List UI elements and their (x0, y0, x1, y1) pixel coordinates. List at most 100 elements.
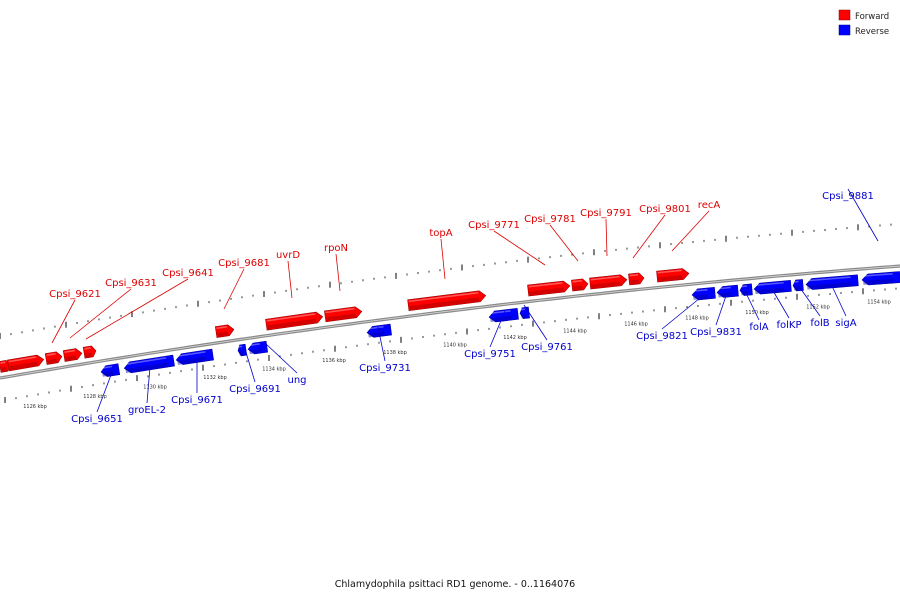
gene-arrow-body[interactable] (589, 274, 628, 290)
gene-arrow-body[interactable] (100, 363, 121, 378)
kbp-scale-label: 1144 kbp (563, 328, 587, 334)
gene-label[interactable]: Cpsi_9731 (359, 363, 411, 374)
gene-arrow-body[interactable] (62, 348, 83, 362)
reverse-gene-arrow[interactable] (691, 286, 716, 301)
gene-arrow-body[interactable] (527, 280, 571, 297)
gene-arrow-body[interactable] (628, 272, 645, 286)
gene-arrow-shade (267, 318, 317, 330)
gene-arrow-body[interactable] (739, 283, 753, 296)
forward-gene-arrow[interactable] (656, 268, 690, 283)
reverse-gene-arrow[interactable] (716, 284, 739, 298)
gene-label[interactable]: sigA (835, 318, 856, 329)
gene-label[interactable]: Cpsi_9771 (468, 220, 520, 231)
gene-label[interactable]: folB (810, 318, 829, 329)
gene-arrow-body[interactable] (716, 284, 739, 298)
gene-label[interactable]: folKP (776, 320, 801, 331)
gene-label[interactable]: groEL-2 (128, 405, 166, 416)
gene-label[interactable]: Cpsi_9791 (580, 208, 632, 219)
reverse-gene-arrow[interactable] (519, 306, 530, 319)
gene-label[interactable]: Cpsi_9681 (218, 258, 270, 269)
gene-arrow-body[interactable] (366, 323, 392, 338)
gene-leader-line (671, 210, 710, 252)
gene-leader-line (335, 253, 341, 292)
gene-arrow-gloss (84, 347, 91, 350)
gene-arrow-shade (693, 294, 709, 300)
gene-label[interactable]: Cpsi_9821 (636, 331, 688, 342)
forward-gene-arrow[interactable] (265, 311, 324, 331)
gene-arrow-body[interactable] (214, 324, 235, 338)
reverse-gene-arrow[interactable] (861, 271, 900, 286)
genome-backbone (0, 264, 900, 380)
gene-label[interactable]: Cpsi_9651 (71, 414, 123, 425)
gene-leader-line (96, 374, 112, 413)
gene-label[interactable]: Cpsi_9781 (524, 214, 576, 225)
gene-label[interactable]: uvrD (276, 250, 300, 261)
gene-arrow-body[interactable] (247, 340, 269, 355)
gene-arrow-shade (573, 285, 583, 291)
gene-arrow-body[interactable] (571, 278, 589, 292)
reverse-gene-arrow[interactable] (237, 343, 248, 357)
gene-label[interactable]: folA (749, 322, 768, 333)
reverse-gene-arrow[interactable] (366, 323, 392, 338)
gene-label[interactable]: Cpsi_9801 (639, 204, 691, 215)
gene-label[interactable]: topA (429, 228, 452, 239)
gene-label[interactable]: Cpsi_9631 (105, 278, 157, 289)
gene-arrow-gloss (754, 281, 784, 287)
gene-arrow-body[interactable] (691, 286, 716, 301)
gene-label[interactable]: recA (698, 200, 721, 211)
kbp-scale-label: 1142 kbp (503, 335, 527, 341)
forward-gene-arrow[interactable] (214, 324, 235, 338)
forward-gene-arrow[interactable] (6, 354, 45, 372)
gene-arrow-gloss (717, 286, 731, 290)
gene-arrow-gloss (740, 285, 748, 288)
gene-arrow-body[interactable] (82, 345, 97, 359)
gene-label[interactable]: Cpsi_9621 (49, 289, 101, 300)
gene-arrow-body[interactable] (123, 354, 175, 374)
gene-leader-line (85, 278, 189, 340)
forward-gene-arrow[interactable] (571, 278, 589, 292)
gene-arrow-body[interactable] (324, 306, 363, 323)
gene-arrow-gloss (101, 365, 113, 369)
gene-arrow-shade (368, 331, 385, 338)
gene-label[interactable]: Cpsi_9751 (464, 349, 516, 360)
gene-label[interactable]: ung (287, 375, 306, 386)
gene-arrow-body[interactable] (265, 311, 324, 331)
kbp-scale-label: 1140 kbp (443, 342, 467, 348)
gene-label[interactable]: Cpsi_9671 (171, 395, 223, 406)
gene-arrow-body[interactable] (6, 354, 45, 372)
gene-arrow-body[interactable] (237, 343, 248, 357)
gene-arrow-body[interactable] (44, 351, 63, 365)
reverse-gene-arrow[interactable] (123, 354, 175, 374)
forward-gene-arrow[interactable] (82, 345, 97, 359)
reverse-gene-arrow[interactable] (247, 340, 269, 355)
gene-leader-line (264, 342, 298, 374)
forward-gene-arrow[interactable] (589, 274, 628, 290)
forward-gene-arrow[interactable] (628, 272, 645, 286)
forward-gene-arrow[interactable] (527, 280, 571, 297)
reverse-gene-arrow[interactable] (175, 348, 214, 365)
gene-arrow-body[interactable] (753, 280, 792, 295)
forward-gene-arrow[interactable] (407, 290, 487, 312)
gene-arrow-body[interactable] (805, 274, 859, 290)
gene-arrow-body[interactable] (407, 290, 487, 312)
gene-arrow-shade (807, 281, 852, 290)
reverse-gene-arrow[interactable] (753, 280, 792, 295)
gene-arrow-body[interactable] (488, 307, 519, 323)
gene-label[interactable]: Cpsi_9641 (162, 268, 214, 279)
gene-label[interactable]: Cpsi_9761 (521, 342, 573, 353)
forward-gene-arrow[interactable] (44, 351, 63, 365)
gene-label[interactable]: Cpsi_9881 (822, 191, 874, 202)
gene-arrow-body[interactable] (175, 348, 214, 365)
gene-label[interactable]: rpoN (324, 243, 348, 254)
reverse-gene-arrow[interactable] (805, 274, 859, 290)
gene-label[interactable]: Cpsi_9691 (229, 384, 281, 395)
forward-gene-arrow[interactable] (324, 306, 363, 323)
reverse-gene-arrow[interactable] (739, 283, 753, 296)
gene-label[interactable]: Cpsi_9831 (690, 327, 742, 338)
gene-leader-line (287, 260, 293, 299)
reverse-gene-arrow[interactable] (488, 307, 519, 323)
reverse-gene-arrow[interactable] (100, 363, 121, 378)
forward-gene-arrow[interactable] (62, 348, 83, 362)
forward-gene-arrow[interactable] (0, 360, 11, 373)
gene-arrow-body[interactable] (656, 268, 690, 283)
